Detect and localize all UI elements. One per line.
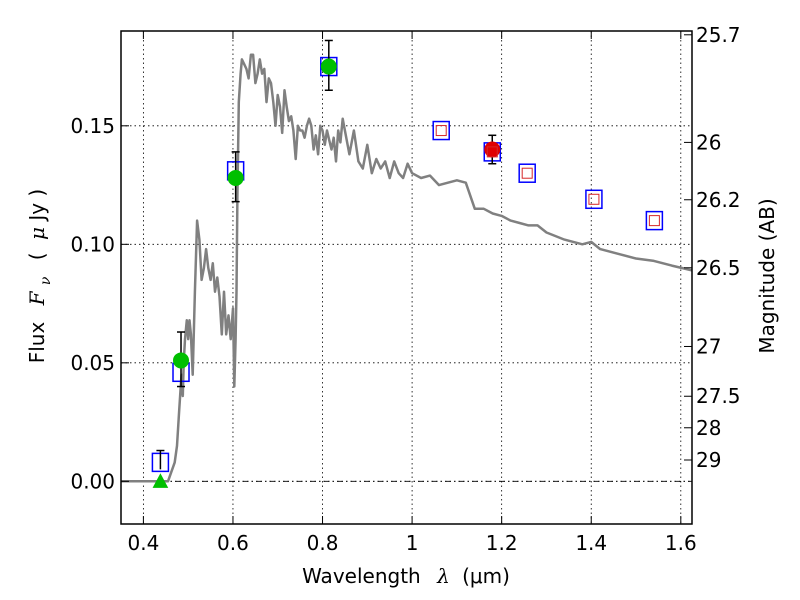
model-photometry-marker bbox=[645, 210, 664, 231]
y2-tick-label: 29 bbox=[696, 448, 721, 472]
y2-axis-label: Magnitude (AB) bbox=[755, 198, 779, 353]
x-tick-label: 1.4 bbox=[575, 531, 607, 555]
y-axis-label-subscript: ν bbox=[38, 276, 54, 285]
x-axis-label-unit: (μm) bbox=[462, 564, 510, 588]
x-tick-label: 1.2 bbox=[486, 531, 518, 555]
model-photometry-marker bbox=[585, 189, 603, 210]
model-photometry-inner-marker bbox=[486, 146, 498, 158]
y-tick-label: 0.05 bbox=[70, 351, 115, 375]
y-tick-label: 0.15 bbox=[70, 114, 115, 138]
x-tick-label: 1.6 bbox=[665, 531, 697, 555]
x-tick-label: 0.6 bbox=[217, 531, 249, 555]
detection-marker bbox=[173, 352, 190, 369]
x-tick-label: 0.4 bbox=[127, 531, 159, 555]
x-axis-label-text: Wavelength bbox=[302, 564, 421, 588]
photometry-markers bbox=[151, 39, 664, 488]
model-photometry-inner-marker bbox=[521, 167, 533, 179]
y-axis-label-symbol: F bbox=[25, 290, 49, 306]
x-axis-label-symbol: λ bbox=[436, 564, 450, 588]
grid-lines bbox=[121, 31, 692, 524]
y-axis-label: Flux F ν ( μ Jy ) bbox=[25, 189, 55, 364]
x-tick-label: 0.8 bbox=[307, 531, 339, 555]
y-axis-label-text: Flux bbox=[25, 322, 49, 364]
axis-ticks bbox=[121, 31, 692, 524]
y-axis-label-mu: μ bbox=[25, 227, 49, 240]
x-tick-label: 1 bbox=[406, 531, 419, 555]
y2-tick-label: 26.2 bbox=[696, 188, 741, 212]
y2-tick-label: 27 bbox=[696, 334, 721, 358]
y2-tick-label: 25.7 bbox=[696, 23, 741, 47]
x-axis-label: Wavelength λ (μm) bbox=[302, 564, 510, 588]
y2-tick-label: 28 bbox=[696, 416, 721, 440]
template-spectrum-line bbox=[121, 53, 693, 483]
model-photometry-inner-marker bbox=[435, 125, 447, 137]
plot-frame bbox=[120, 30, 693, 525]
non-detection-marker bbox=[152, 473, 169, 488]
y2-tick-label: 27.5 bbox=[696, 384, 741, 408]
model-photometry-inner-marker bbox=[648, 215, 660, 227]
model-photometry-inner-marker bbox=[588, 193, 600, 205]
y2-tick-label: 26 bbox=[696, 130, 721, 154]
y-axis-label-paren: ( bbox=[25, 252, 49, 260]
y-tick-label: 0.10 bbox=[70, 232, 115, 256]
tick-labels: 0.4 0.6 0.8 1 1.2 1.4 1.6 0.00 0.05 0.10 0.15 25.7 2… bbox=[70, 23, 740, 555]
detection-marker bbox=[320, 58, 337, 75]
detection-marker bbox=[227, 169, 244, 186]
model-photometry-marker bbox=[432, 120, 450, 141]
y2-tick-label: 26.5 bbox=[696, 256, 741, 280]
y-tick-label: 0.00 bbox=[70, 469, 115, 493]
model-photometry-marker bbox=[518, 163, 536, 183]
y-axis-label-unit: Jy ) bbox=[25, 189, 49, 223]
